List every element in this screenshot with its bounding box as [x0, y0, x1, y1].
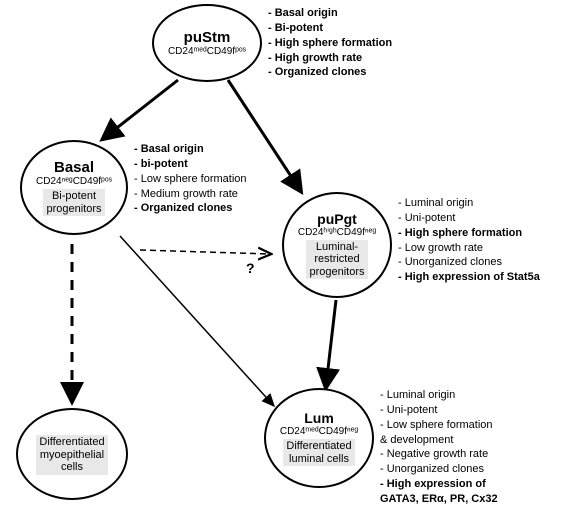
node-pustm: puStm CD24ᵐᵉᵈCD49fᵖᵒˢ: [152, 4, 262, 82]
node-marker: CD24ᵐᵉᵈCD49fᵖᵒˢ: [168, 46, 246, 57]
node-subbox: Differentiatedmyoepithelialcells: [36, 435, 107, 475]
node-title: puPgt: [317, 211, 357, 227]
node-subbox: Bi-potentprogenitors: [43, 189, 104, 216]
node-lum: Lum CD24ᵐᵉᵈCD49fⁿᵉᵍ Differentiatedlumina…: [264, 388, 374, 488]
props-pupgt: - Luminal origin- Uni-potent- High spher…: [398, 196, 540, 285]
node-marker: CD24ʰⁱᵍʰCD49fⁿᵉᵍ: [298, 227, 376, 238]
node-title: Basal: [54, 159, 94, 176]
node-title: Lum: [304, 410, 334, 426]
node-subbox: Differentiatedluminal cells: [283, 439, 354, 466]
node-marker: CD24ᵐᵉᵈCD49fⁿᵉᵍ: [280, 426, 358, 437]
node-marker: CD24ⁿᵉᵍCD49fᵖᵒˢ: [36, 176, 112, 187]
props-lum: - Luminal origin- Uni-potent- Low sphere…: [380, 388, 498, 507]
props-pustm: - Basal origin- Bi-potent- High sphere f…: [268, 6, 392, 80]
node-subbox: Luminal-restrictedprogenitors: [306, 240, 367, 280]
node-title: puStm: [184, 29, 231, 46]
question-mark: ?: [246, 260, 255, 276]
props-basal: - Basal origin- bi-potent- Low sphere fo…: [134, 142, 247, 216]
node-basal: Basal CD24ⁿᵉᵍCD49fᵖᵒˢ Bi-potentprogenito…: [20, 140, 128, 235]
node-pupgt: puPgt CD24ʰⁱᵍʰCD49fⁿᵉᵍ Luminal-restricte…: [282, 192, 392, 298]
node-diff-myoepithelial: Differentiatedmyoepithelialcells: [16, 408, 128, 500]
